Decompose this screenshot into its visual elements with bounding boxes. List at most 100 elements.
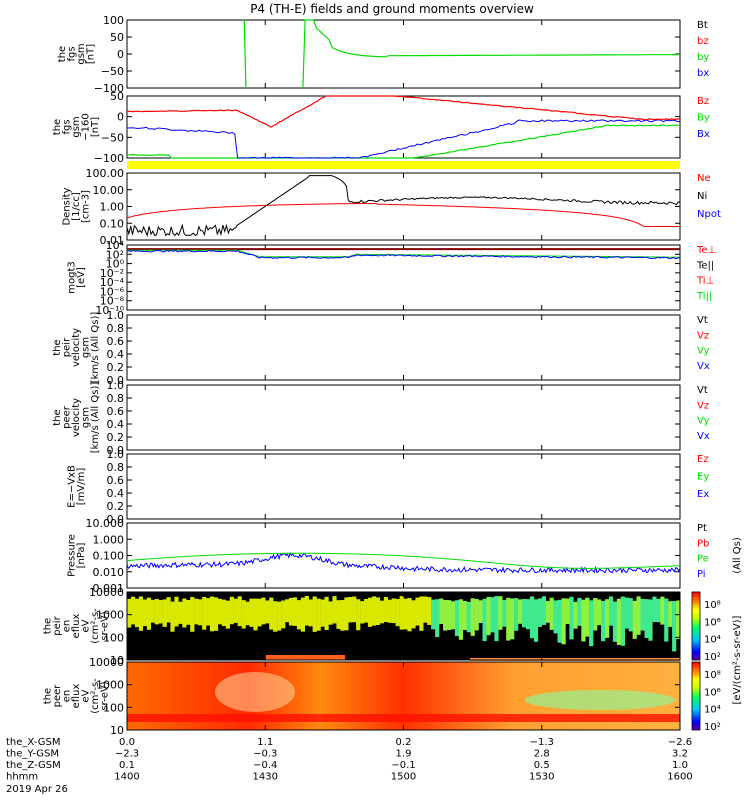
peir-spectrogram-column <box>660 596 665 625</box>
y-axis-label-line: [eV] <box>76 267 87 288</box>
xaxis-value: 3.2 <box>672 749 688 760</box>
trace-Ne <box>126 203 680 227</box>
peir-spectrogram-column <box>502 599 507 627</box>
y-tick-label: −50 <box>101 131 124 144</box>
peir-spectrogram-column <box>648 599 653 641</box>
peir-spectrogram-column <box>656 598 661 623</box>
peir-spectrogram-column <box>454 600 460 636</box>
peir-spectrogram-column <box>387 599 392 623</box>
peir-spectrogram-column <box>462 601 467 630</box>
legend-Vx: Vx <box>697 361 710 372</box>
legend-Vt: Vt <box>697 385 708 396</box>
peir-spectrogram-column <box>202 596 207 630</box>
y-tick-label: 1.0 <box>107 309 125 322</box>
peir-spectrogram-column <box>407 598 412 632</box>
y-axis-label-line: [km/s (All Qs)] <box>90 312 101 384</box>
colorbar-units: [eV/(cm²-s-sr-eV)] <box>732 615 743 704</box>
y-tick-label: 0.2 <box>107 500 125 513</box>
legend-Vy: Vy <box>697 416 710 427</box>
legend-Vy: Vy <box>697 346 710 357</box>
legend-Pe: Pe <box>697 554 709 565</box>
xaxis-value: 1430 <box>253 772 278 783</box>
peir-spectrogram-column <box>624 597 629 629</box>
y-tick-label: 50 <box>110 90 124 103</box>
legend-bz: bz <box>697 36 709 47</box>
y-axis-label-line: [mV/m] <box>76 468 87 506</box>
peir-spectrogram-column <box>529 596 535 639</box>
panel-efield: 1.00.80.60.40.20.0 E=−VxB[mV/m] Ez Ey Ex <box>66 448 709 526</box>
peir-spectrogram-column <box>241 600 246 629</box>
peir-spectrogram-column <box>569 596 574 640</box>
peir-spectrogram-column <box>510 598 515 640</box>
peir-spectrogram-column <box>672 601 677 652</box>
y-axis-label-line: eflux <box>71 684 82 709</box>
y-axis-label-line: velocity <box>71 398 82 437</box>
peir-spectrogram-column <box>138 596 143 631</box>
panel-frame <box>126 172 681 241</box>
peir-spectrogram-column <box>470 598 475 636</box>
y-tick-label: −100 <box>94 152 124 165</box>
colorbar-tick-label: 10⁴ <box>704 705 721 716</box>
y-axis-label: E=−VxB[mV/m] <box>66 465 87 508</box>
peir-spectrogram-column <box>537 598 542 627</box>
peir-spectrogram-column <box>419 596 424 631</box>
legend-side-label: (All Qs) <box>732 537 743 574</box>
y-axis-label-line: the <box>57 46 68 62</box>
legend-Ni: Ni <box>697 191 707 202</box>
y-axis-label-line: gsm <box>76 43 87 64</box>
peir-spectrogram-column <box>367 597 373 627</box>
peir-spectrogram-column <box>601 601 606 642</box>
y-tick-label: 10² <box>106 248 124 261</box>
peir-spectrogram-column <box>324 596 329 630</box>
y-axis-label-line: [cm-3] <box>81 190 92 223</box>
y-axis-label-line: eV <box>81 619 92 632</box>
y-axis-label-line: fgs <box>66 46 77 61</box>
xaxis-value: 1400 <box>114 772 139 783</box>
y-tick-label: 1000 <box>96 609 124 622</box>
peir-spectrogram-column <box>292 597 298 626</box>
peir-spectrogram-column <box>636 596 641 635</box>
peir-spectrogram-column <box>565 598 570 625</box>
panel-peer_velocity: 1.00.80.60.40.20.0 thepeervelocitygsm[km/… <box>52 379 710 457</box>
panel-density: 100.00 10.00 1.00 0.10 0.01 Density[1/cc][cm-… <box>62 167 721 247</box>
peir-spectrogram-column <box>300 597 305 632</box>
xaxis-value: −2.6 <box>668 737 692 748</box>
data-availability-bar <box>127 161 680 169</box>
y-tick-label: 100 <box>103 14 124 27</box>
peir-spectrogram-column <box>676 600 681 639</box>
colorbar-tick-label: 10² <box>704 652 721 663</box>
peir-spectrogram-column <box>541 596 546 625</box>
y-axis-label-line: [1/cc] <box>71 192 82 221</box>
peir-spectrogram-column <box>356 599 361 631</box>
peer-green-region <box>525 690 675 710</box>
peir-spectrogram-column <box>612 601 618 642</box>
y-axis-label-line: (cm²-s- <box>90 678 101 714</box>
peir-spectrogram-column <box>142 599 147 627</box>
y-tick-label: −50 <box>101 65 124 78</box>
trace-Ni <box>126 175 681 238</box>
peir-spectrogram-column <box>383 597 388 622</box>
xaxis-value: 1.9 <box>396 749 412 760</box>
y-tick-label: 10000 <box>89 656 124 669</box>
y-axis-label-line: the <box>43 688 54 704</box>
y-axis-label-line: peer <box>62 405 73 429</box>
peir-spectrogram-column <box>166 597 171 623</box>
peir-spectrogram-column <box>198 599 203 626</box>
colorbar-tick-label: 10² <box>704 722 721 733</box>
peir-spectrogram-column <box>178 601 183 624</box>
peir-spectrogram-column <box>245 601 250 626</box>
xaxis-value: 1530 <box>529 772 554 783</box>
panel-frame <box>126 453 681 520</box>
xaxis-value: 1600 <box>667 772 692 783</box>
peir-spectrogram-column <box>134 598 140 628</box>
legend-Npot: Npot <box>697 209 721 220</box>
y-axis-label-line: the <box>52 119 63 135</box>
peir-spectrogram-column <box>514 598 519 631</box>
y-axis-label-line: gsm <box>81 337 92 358</box>
xaxis-value: −2.3 <box>115 749 139 760</box>
date-label: 2019 Apr 26 <box>6 784 68 795</box>
peir-spectrogram-column <box>486 596 491 636</box>
peir-spectrogram-column <box>194 598 199 625</box>
y-tick-label: 10⁻¹⁰ <box>95 304 124 317</box>
peir-spectrogram-column <box>162 599 167 627</box>
